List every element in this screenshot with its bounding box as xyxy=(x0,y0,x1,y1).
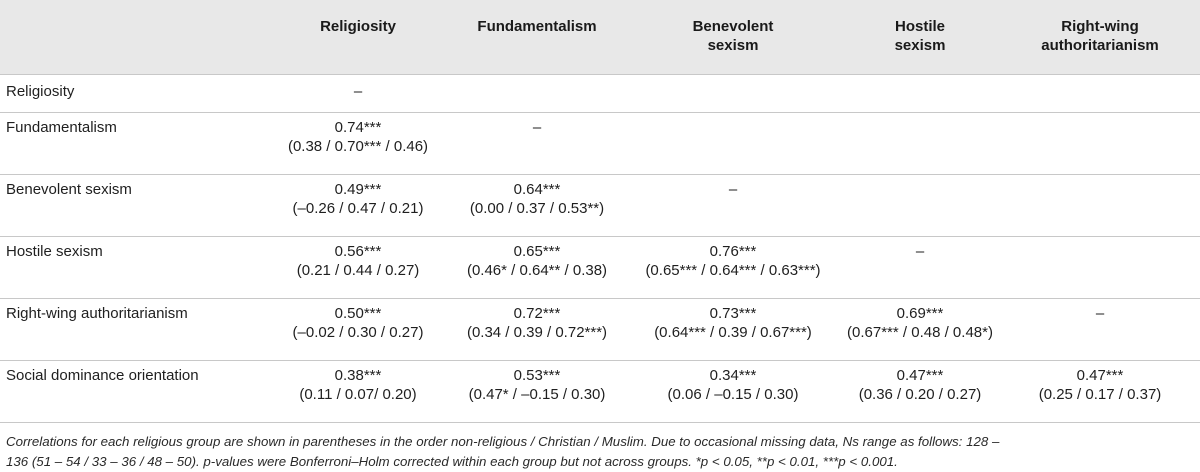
row-label: Social dominance orientation xyxy=(6,366,199,384)
table-row: Social dominance orientation 0.38*** (0.11… xyxy=(0,360,1200,422)
group-correlations: (0.47* / –0.15 / 0.30) xyxy=(468,385,606,403)
column-header-text: Hostile xyxy=(894,18,945,35)
table-body: Religiosity – Fundamentalism 0.74*** (0.38 /… xyxy=(0,74,1200,422)
column-header-text: Benevolent xyxy=(692,18,774,35)
column-header: Benevolent sexism xyxy=(626,0,840,74)
correlation-cell: – xyxy=(448,112,626,174)
correlation-value: 0.50*** xyxy=(334,304,382,322)
group-correlations: (0.36 / 0.20 / 0.27) xyxy=(858,385,982,403)
correlation-value: 0.65*** xyxy=(513,242,561,260)
column-header-text: Fundamentalism xyxy=(477,18,597,35)
row-label: Benevolent sexism xyxy=(6,180,132,198)
correlation-cell xyxy=(840,74,1000,112)
correlation-value: – xyxy=(532,118,542,136)
correlation-value: 0.53*** xyxy=(513,366,561,384)
correlation-value: 0.47*** xyxy=(1076,366,1124,384)
group-correlations: (0.21 / 0.44 / 0.27) xyxy=(296,261,420,279)
group-correlations: (0.64*** / 0.39 / 0.67***) xyxy=(654,323,812,341)
correlation-cell: 0.49*** (–0.26 / 0.47 / 0.21) xyxy=(268,174,448,236)
group-correlations: (0.65*** / 0.64*** / 0.63***) xyxy=(645,261,821,279)
correlation-cell xyxy=(626,112,840,174)
correlation-value: 0.38*** xyxy=(334,366,382,384)
correlation-value: 0.72*** xyxy=(513,304,561,322)
group-correlations: (0.34 / 0.39 / 0.72***) xyxy=(466,323,608,341)
correlation-cell xyxy=(448,74,626,112)
column-header: Religiosity xyxy=(268,0,448,74)
correlation-cell xyxy=(840,112,1000,174)
column-header-text: sexism xyxy=(707,37,759,54)
group-correlations: (0.25 / 0.17 / 0.37) xyxy=(1038,385,1162,403)
correlation-cell: – xyxy=(268,74,448,112)
correlation-cell: 0.73*** (0.64*** / 0.39 / 0.67***) xyxy=(626,298,840,360)
correlation-cell xyxy=(1000,74,1200,112)
correlation-cell: 0.76*** (0.65*** / 0.64*** / 0.63***) xyxy=(626,236,840,298)
correlation-cell: 0.64*** (0.00 / 0.37 / 0.53**) xyxy=(448,174,626,236)
correlation-cell xyxy=(626,74,840,112)
table-header: Religiosity Fundamentalism Benevolent sexis… xyxy=(0,0,1200,74)
correlation-value: 0.64*** xyxy=(513,180,561,198)
correlation-value: – xyxy=(915,242,925,260)
header-corner xyxy=(0,0,268,74)
correlation-cell: 0.47*** (0.36 / 0.20 / 0.27) xyxy=(840,360,1000,422)
table-footnote: Correlations for each religious group ar… xyxy=(6,432,1194,471)
header-row: Religiosity Fundamentalism Benevolent sexis… xyxy=(0,0,1200,74)
group-correlations: (0.00 / 0.37 / 0.53**) xyxy=(469,199,605,217)
correlation-cell: – xyxy=(626,174,840,236)
correlation-value: 0.34*** xyxy=(709,366,757,384)
correlation-value: 0.47*** xyxy=(896,366,944,384)
correlation-cell: 0.53*** (0.47* / –0.15 / 0.30) xyxy=(448,360,626,422)
correlation-value: – xyxy=(353,82,363,100)
column-header-text: authoritarianism xyxy=(1041,37,1159,54)
correlation-value: – xyxy=(1095,304,1105,322)
correlation-cell: 0.34*** (0.06 / –0.15 / 0.30) xyxy=(626,360,840,422)
row-label: Religiosity xyxy=(6,82,75,100)
correlation-cell: 0.56*** (0.21 / 0.44 / 0.27) xyxy=(268,236,448,298)
correlation-cell xyxy=(1000,236,1200,298)
correlation-cell: 0.38*** (0.11 / 0.07/ 0.20) xyxy=(268,360,448,422)
correlation-cell: 0.50*** (–0.02 / 0.30 / 0.27) xyxy=(268,298,448,360)
correlation-cell xyxy=(840,174,1000,236)
footnote-line-2: 136 (51 – 54 / 33 – 36 / 48 – 50). p-val… xyxy=(6,453,898,469)
column-header-text: sexism xyxy=(894,37,946,54)
row-label: Hostile sexism xyxy=(6,242,103,260)
correlation-table: Religiosity Fundamentalism Benevolent sexis… xyxy=(0,0,1200,422)
column-header: Hostile sexism xyxy=(840,0,1000,74)
correlation-value: 0.69*** xyxy=(896,304,944,322)
group-correlations: (0.06 / –0.15 / 0.30) xyxy=(667,385,799,403)
correlation-cell: 0.65*** (0.46* / 0.64** / 0.38) xyxy=(448,236,626,298)
column-header-text: Right-wing xyxy=(1061,18,1139,35)
row-label: Fundamentalism xyxy=(6,118,117,136)
row-label: Right-wing authoritarianism xyxy=(6,304,188,322)
table-row: Hostile sexism 0.56*** (0.21 / 0.44 / 0.27… xyxy=(0,236,1200,298)
group-correlations: (0.11 / 0.07/ 0.20) xyxy=(299,385,417,403)
correlation-cell: – xyxy=(1000,298,1200,360)
correlation-cell: 0.47*** (0.25 / 0.17 / 0.37) xyxy=(1000,360,1200,422)
correlation-value: 0.73*** xyxy=(709,304,757,322)
group-correlations: (0.46* / 0.64** / 0.38) xyxy=(466,261,608,279)
column-header: Fundamentalism xyxy=(448,0,626,74)
group-correlations: (0.67*** / 0.48 / 0.48*) xyxy=(847,323,993,341)
correlation-value: 0.76*** xyxy=(709,242,757,260)
group-correlations: (0.38 / 0.70*** / 0.46) xyxy=(287,137,429,155)
correlation-cell: 0.69*** (0.67*** / 0.48 / 0.48*) xyxy=(840,298,1000,360)
table-row: Benevolent sexism 0.49*** (–0.26 / 0.47 / … xyxy=(0,174,1200,236)
footnote-line-1: Correlations for each religious group ar… xyxy=(6,434,1000,449)
group-correlations: (–0.02 / 0.30 / 0.27) xyxy=(292,323,424,341)
table-row: Religiosity – xyxy=(0,74,1200,112)
correlation-cell: – xyxy=(840,236,1000,298)
correlation-value: 0.56*** xyxy=(334,242,382,260)
correlation-value: 0.74*** xyxy=(334,118,382,136)
column-header: Right-wing authoritarianism xyxy=(1000,0,1200,74)
table-row: Fundamentalism 0.74*** (0.38 / 0.70*** / 0… xyxy=(0,112,1200,174)
correlation-cell: 0.72*** (0.34 / 0.39 / 0.72***) xyxy=(448,298,626,360)
column-header-text: Religiosity xyxy=(320,18,396,35)
correlation-cell xyxy=(1000,112,1200,174)
table-row: Right-wing authoritarianism 0.50*** (–0.02… xyxy=(0,298,1200,360)
group-correlations: (–0.26 / 0.47 / 0.21) xyxy=(292,199,424,217)
correlation-value: – xyxy=(728,180,738,198)
correlation-value: 0.49*** xyxy=(334,180,382,198)
correlation-cell: 0.74*** (0.38 / 0.70*** / 0.46) xyxy=(268,112,448,174)
correlation-cell xyxy=(1000,174,1200,236)
